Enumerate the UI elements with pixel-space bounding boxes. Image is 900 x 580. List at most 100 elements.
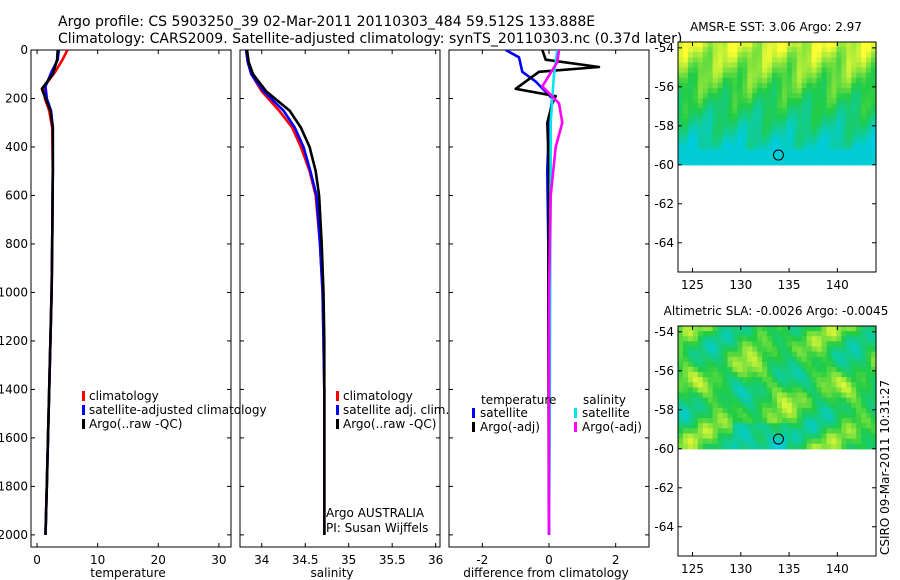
amsr-sst-map-cell (777, 108, 783, 115)
altimetric-sla-map-cell (861, 356, 867, 363)
altimetric-sla-map-cell (712, 346, 719, 353)
amsr-sst-map-cell (767, 149, 773, 156)
altimetric-sla-map-cell (747, 443, 753, 450)
altimetric-sla-map-cell (732, 412, 738, 419)
amsr-sst-map-cell (737, 103, 743, 110)
amsr-sst-map-cell (732, 88, 738, 94)
altimetric-sla-map-cell (697, 392, 704, 399)
amsr-sst-map-cell (781, 93, 788, 99)
altimetric-sla-map-cell (727, 402, 734, 409)
amsr-sst-map-cell (702, 82, 709, 89)
amsr-sst-map-cell (806, 159, 813, 166)
altimetric-sla-map-cell (712, 356, 719, 363)
altimetric-sla-map-cell (831, 372, 837, 378)
amsr-sst-map-cell (687, 52, 694, 58)
amsr-sst-map-cell (682, 139, 689, 145)
amsr-sst-map-cell (811, 159, 818, 166)
amsr-sst-map-cell (791, 77, 798, 84)
amsr-sst-map-cell (752, 57, 758, 64)
amsr-sst-map-cell (722, 118, 729, 125)
altimetric-sla-map-cell (786, 387, 793, 394)
altimetric-sla-map-cell (781, 387, 788, 394)
altimetric-sla-map-cell (821, 336, 828, 342)
altimetric-sla-map-cell (747, 382, 753, 388)
altimetric-sla-map-cell (742, 428, 748, 435)
altimetric-sla-map-cell (786, 397, 793, 404)
altimetric-sla-map-cell (757, 412, 763, 419)
altimetric-sla-map-cell (762, 336, 768, 342)
altimetric-sla-map-cell (811, 428, 818, 435)
amsr-sst-map-cell (777, 52, 783, 58)
amsr-sst-map-cell (826, 82, 833, 89)
altimetric-sla-map-cell (811, 336, 818, 342)
altimetric-sla-map-cell (762, 366, 768, 373)
altimetric-sla-map-cell (772, 341, 778, 348)
amsr-sst-map-cell (682, 103, 689, 110)
altimetric-sla-map-cell (846, 366, 852, 373)
altimetric-sla-map-cell (767, 382, 773, 388)
amsr-sst-map-cell (866, 159, 872, 166)
altimetric-sla-map-cell (781, 336, 788, 342)
altimetric-sla-map-cell (816, 418, 823, 424)
amsr-sst-map-xtick-label: 130 (729, 278, 752, 292)
amsr-sst-map-cell (678, 82, 684, 89)
amsr-sst-map-cell (781, 77, 788, 84)
altimetric-sla-map-cell (727, 341, 734, 348)
amsr-sst-map-cell (806, 77, 813, 84)
altimetric-sla-map-cell (772, 392, 778, 399)
altimetric-sla-map-cell (836, 382, 842, 388)
amsr-sst-map-cell (846, 118, 852, 125)
pressure-tick-label: 1200 (0, 334, 28, 348)
altimetric-sla-map-cell (697, 423, 704, 429)
altimetric-sla-map-cell (712, 387, 719, 394)
altimetric-sla-map-cell (821, 356, 828, 363)
altimetric-sla-map-cell (732, 443, 738, 450)
amsr-sst-map-cell (811, 62, 818, 69)
altimetric-sla-map-cell (752, 331, 758, 337)
altimetric-sla-map-cell (772, 407, 778, 414)
amsr-sst-map-cell (692, 67, 699, 74)
amsr-sst-map-cell (687, 139, 694, 145)
amsr-sst-map-cell (742, 72, 748, 79)
altimetric-sla-map-cell (871, 443, 877, 450)
amsr-sst-map-cell (831, 47, 837, 53)
amsr-sst-map-cell (851, 82, 857, 89)
altimetric-sla-map-cell (752, 397, 758, 404)
altimetric-sla-map-cell (687, 418, 694, 424)
altimetric-sla-map-cell (871, 418, 877, 424)
altimetric-sla-map-cell (727, 336, 734, 342)
amsr-sst-map-cell (791, 139, 798, 145)
amsr-sst-map-cell (762, 103, 768, 110)
altimetric-sla-map-cell (717, 418, 724, 424)
altimetric-sla-map-cell (777, 443, 783, 450)
altimetric-sla-map-cell (826, 346, 833, 353)
amsr-sst-map-cell (781, 113, 788, 120)
amsr-sst-map-cell (856, 134, 862, 140)
altimetric-sla-map-cell (846, 346, 852, 353)
amsr-sst-map-ytick-label: -54 (654, 41, 674, 55)
altimetric-sla-map-cell (861, 366, 867, 373)
difference-profile-series-temperature-satellite (505, 50, 554, 535)
amsr-sst-map-cell (722, 52, 729, 58)
altimetric-sla-map-cell (762, 331, 768, 337)
amsr-sst-map-cell (791, 88, 798, 94)
altimetric-sla-map-cell (707, 346, 714, 353)
altimetric-sla-map-cell (697, 397, 704, 404)
altimetric-sla-map-cell (757, 341, 763, 348)
altimetric-sla-map-cell (816, 361, 823, 368)
amsr-sst-map-cell (851, 67, 857, 74)
altimetric-sla-map-cell (831, 356, 837, 363)
altimetric-sla-map-cell (866, 382, 872, 388)
altimetric-sla-map-cell (732, 336, 738, 342)
altimetric-sla-map-cell (682, 331, 689, 337)
amsr-sst-map-cell (816, 72, 823, 79)
amsr-sst-map-cell (757, 88, 763, 94)
amsr-sst-map-cell (796, 88, 803, 94)
amsr-sst-map-cell (682, 159, 689, 166)
amsr-sst-map-cell (801, 88, 808, 94)
amsr-sst-map-cell (866, 144, 872, 151)
amsr-sst-map-cell (707, 62, 714, 69)
altimetric-sla-map-cell (702, 326, 709, 332)
amsr-sst-map-cell (871, 62, 877, 69)
amsr-sst-map-cell (697, 67, 704, 74)
